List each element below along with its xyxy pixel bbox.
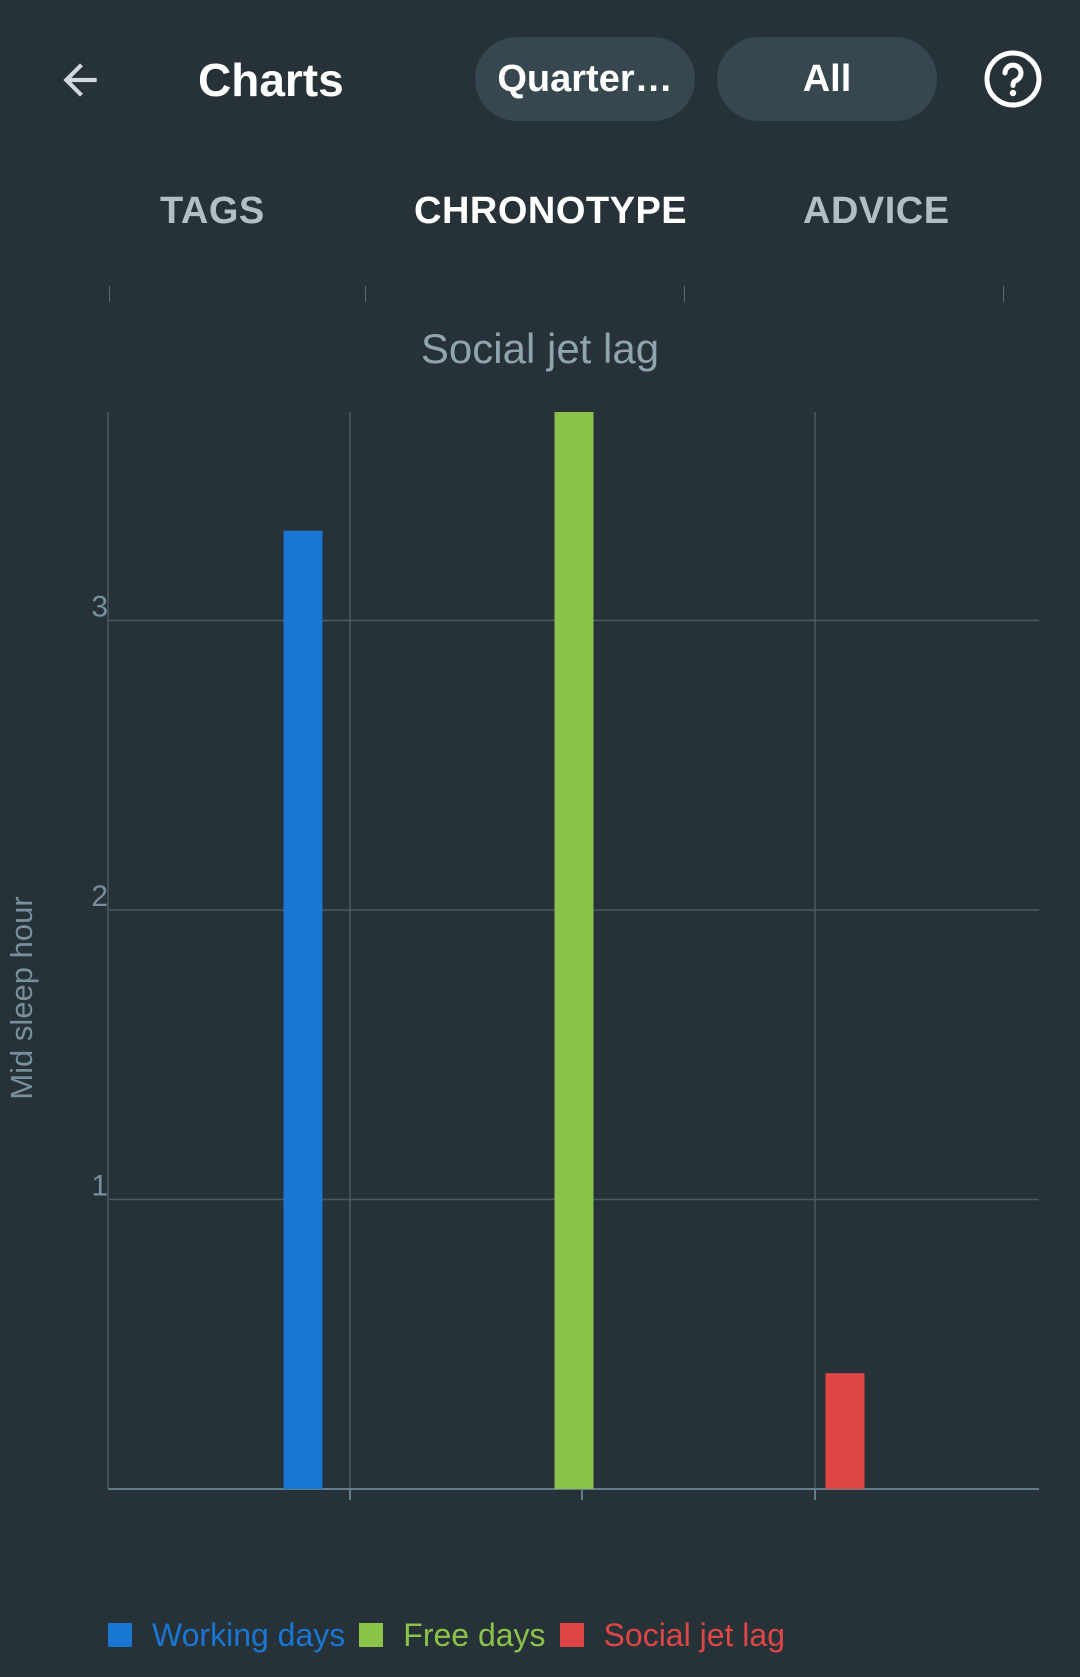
legend-swatch-social-jet-lag [559, 1623, 584, 1647]
filter-selector-button[interactable]: All [717, 37, 937, 121]
legend-swatch-free-days [359, 1623, 384, 1647]
legend-item-free-days: Free days [359, 1616, 546, 1654]
legend-item-working-days: Working days [108, 1617, 345, 1654]
help-button[interactable] [980, 46, 1046, 112]
bar-working-days [283, 530, 323, 1489]
legend-label-working-days: Working days [152, 1616, 346, 1653]
y-tick-label: 2 [91, 880, 108, 913]
legend-label-social-jet-lag: Social jet lag [603, 1616, 785, 1653]
page-title: Charts [198, 54, 344, 106]
arrow-left-icon [63, 63, 97, 97]
chart-title: Social jet lag [420, 325, 660, 372]
y-tick-label: 3 [91, 590, 108, 623]
period-selector-button[interactable]: Quarter… [475, 37, 695, 121]
bar-free-days [554, 412, 594, 1489]
help-circle-icon [984, 50, 1042, 108]
legend-label-free-days: Free days [403, 1616, 546, 1653]
y-tick-label: 1 [91, 1169, 108, 1202]
tab-bar: TAGS CHRONOTYPE ADVICE [0, 190, 1080, 260]
tab-tags[interactable]: TAGS [160, 190, 265, 232]
tab-advice[interactable]: ADVICE [803, 190, 950, 232]
tab-dividers [0, 286, 1080, 302]
bar-social-jet-lag [825, 1373, 865, 1489]
legend-item-social-jet-lag: Social jet lag [559, 1616, 785, 1654]
back-button[interactable] [40, 40, 120, 120]
y-axis-label: Mid sleep hour [4, 896, 39, 1100]
top-bar: Charts Quarter… All [0, 0, 1080, 160]
tab-chronotype[interactable]: CHRONOTYPE [414, 190, 688, 232]
chart-legend: Working days Free days Social jet lag [108, 1610, 799, 1660]
legend-swatch-working-days [108, 1623, 132, 1647]
